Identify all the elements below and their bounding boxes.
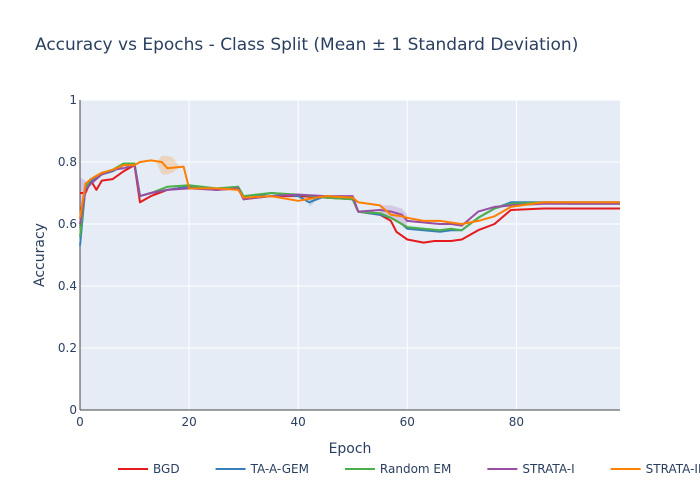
y-tick-label: 0.2 [58,341,77,355]
y-tick-label: 0.4 [58,279,77,293]
legend-label: Random EM [380,462,451,476]
series-line-strata-ii [79,159,620,225]
y-tick-label: 0.8 [58,155,77,169]
std-band [156,155,179,175]
series-lines [79,159,620,246]
legend-item-strata-ii[interactable]: STRATA-II [610,462,700,476]
legend-label: TA-A-GEM [250,462,309,476]
y-axis-label: Accuracy [32,223,48,287]
plot-area [80,100,620,410]
legend-item-bgd[interactable]: BGD [118,462,180,476]
y-axis-ticks: 0 0.2 0.4 0.6 0.8 1 [58,93,77,417]
x-tick-label: 80 [509,415,524,429]
legend-item-random-em[interactable]: Random EM [344,462,451,476]
legend-item-ta-a-gem[interactable]: TA-A-GEM [215,462,309,476]
gridlines [79,99,620,411]
legend-label: STRATA-I [522,462,574,476]
y-tick-label: 1 [69,93,77,107]
series-line-random-em [79,162,620,237]
x-tick-label: 0 [76,415,84,429]
y-tick-label: 0.6 [58,217,77,231]
chart-title: Accuracy vs Epochs - Class Split (Mean ±… [35,35,578,55]
legend-item-strata-i[interactable]: STRATA-I [487,462,575,476]
x-axis-ticks: 0 20 40 60 80 [76,415,524,429]
legend-label: STRATA-II [646,462,700,476]
y-tick-label: 0 [69,403,77,417]
x-tick-label: 60 [400,415,415,429]
legend-label: BGD [153,462,180,476]
x-tick-label: 20 [181,415,196,429]
x-axis-label: Epoch [329,441,372,457]
legend[interactable]: BGD TA-A-GEM Random EM STRATA-I STRATA-II [118,462,700,476]
x-tick-label: 40 [291,415,306,429]
